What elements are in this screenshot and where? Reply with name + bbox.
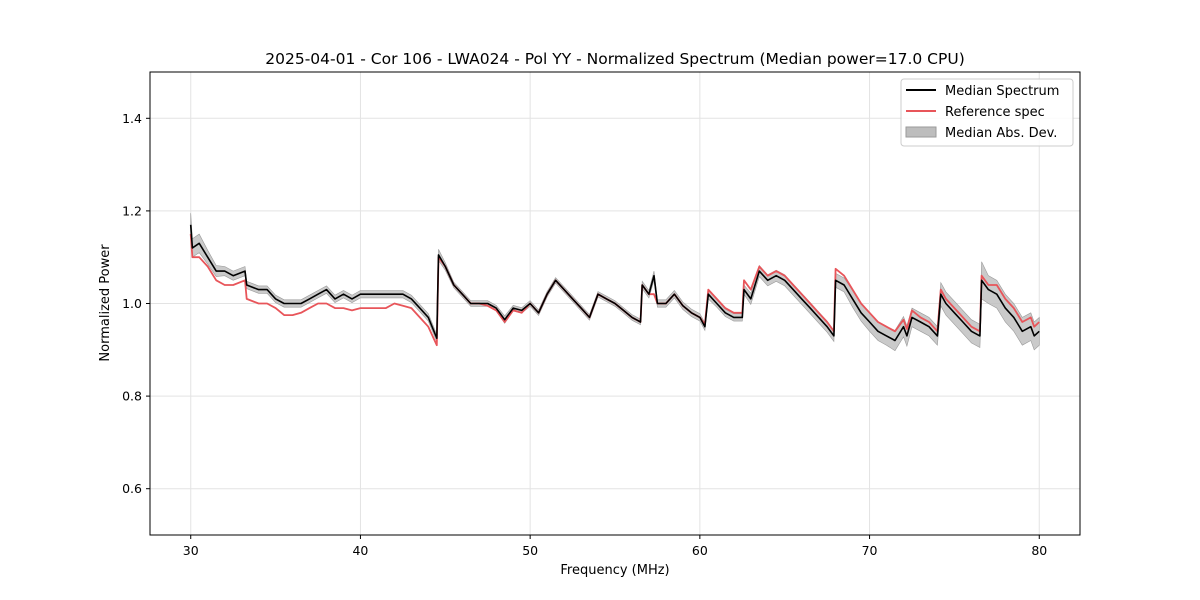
x-tick-label: 50 — [522, 543, 538, 558]
mad-band — [190, 213, 1040, 352]
y-tick-label: 1.2 — [122, 203, 142, 218]
legend-label-median: Median Spectrum — [945, 84, 1059, 99]
x-tick-label: 60 — [692, 543, 708, 558]
legend-label-mad: Median Abs. Dev. — [945, 126, 1057, 141]
series-lines-layer — [189, 224, 1040, 347]
chart-title: 2025-04-01 - Cor 106 - LWA024 - Pol YY -… — [265, 50, 965, 68]
y-tick-label: 0.8 — [122, 389, 142, 404]
x-axis-label: Frequency (MHz) — [560, 563, 669, 578]
median-spectrum-line — [189, 224, 1040, 342]
y-tick-label: 1.4 — [122, 111, 142, 126]
legend: Median Spectrum Reference spec Median Ab… — [900, 78, 1074, 147]
legend-box — [900, 78, 1074, 147]
legend-swatch-mad — [905, 126, 937, 138]
legend-label-reference: Reference spec — [945, 105, 1045, 120]
y-axis-label: Normalized Power — [98, 244, 113, 362]
axis-ticks: 30 40 50 60 70 80 0.6 0.8 1.0 1.2 1.4 — [122, 111, 1047, 558]
y-tick-label: 0.6 — [122, 481, 142, 496]
y-tick-label: 1.0 — [122, 296, 142, 311]
x-tick-label: 40 — [352, 543, 368, 558]
x-tick-label: 70 — [862, 543, 878, 558]
x-tick-label: 30 — [183, 543, 199, 558]
x-tick-label: 80 — [1031, 543, 1047, 558]
mad-band-layer — [190, 213, 1040, 352]
